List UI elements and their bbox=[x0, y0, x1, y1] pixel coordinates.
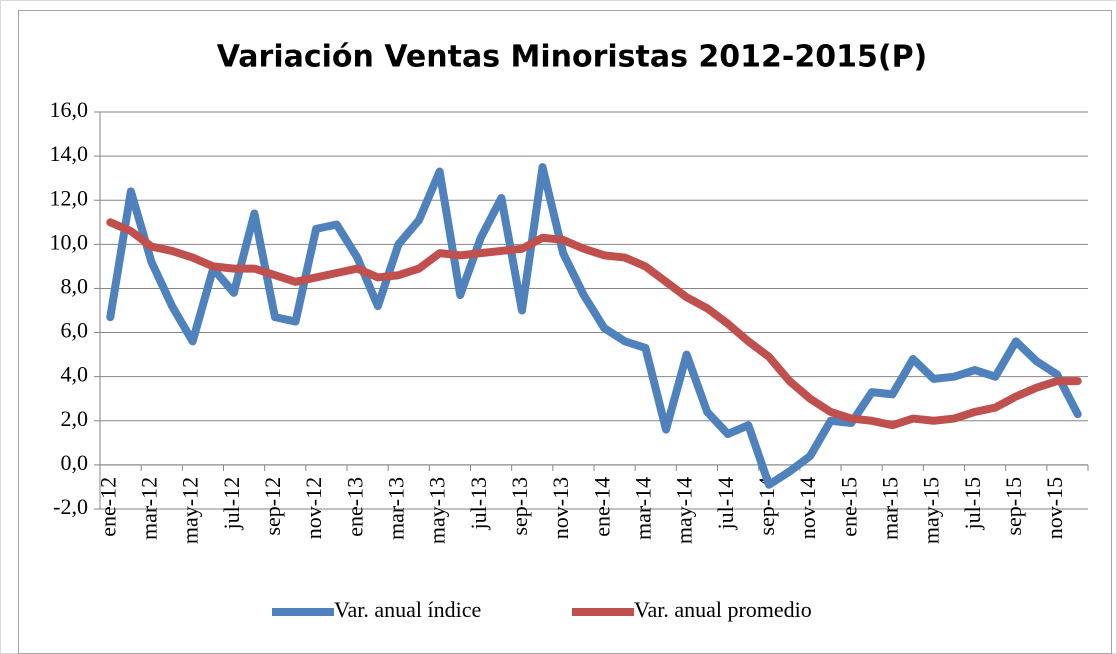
y-tick-label: 6,0 bbox=[61, 318, 89, 343]
legend-label: Var. anual promedio bbox=[634, 597, 812, 622]
x-tick-label: may-12 bbox=[178, 477, 203, 544]
x-tick-label: mar-13 bbox=[384, 477, 409, 540]
y-tick-label: 16,0 bbox=[50, 97, 89, 122]
x-tick-label: nov-13 bbox=[548, 477, 573, 539]
x-tick-label: jul-12 bbox=[219, 477, 244, 531]
y-tick-label: 4,0 bbox=[61, 362, 89, 387]
y-tick-label: 8,0 bbox=[61, 273, 89, 298]
legend-label: Var. anual índice bbox=[334, 597, 481, 622]
series-line bbox=[106, 163, 1082, 489]
x-tick-label: nov-14 bbox=[795, 477, 820, 539]
x-tick-label: jul-15 bbox=[960, 477, 985, 531]
y-tick-label: 2,0 bbox=[61, 406, 89, 431]
x-tick-label: sep-12 bbox=[260, 477, 285, 536]
x-tick-label: ene-14 bbox=[589, 477, 614, 537]
y-tick-label: 0,0 bbox=[61, 450, 89, 475]
x-tick-label: mar-14 bbox=[631, 477, 656, 540]
x-tick-label: mar-12 bbox=[137, 477, 162, 540]
y-tick-label: 12,0 bbox=[50, 185, 89, 210]
series-line bbox=[106, 218, 1082, 430]
x-tick-label: jul-13 bbox=[466, 477, 491, 531]
y-tick-label: 10,0 bbox=[50, 229, 89, 254]
x-tick-label: may-15 bbox=[919, 477, 944, 544]
x-tick-label: nov-15 bbox=[1042, 477, 1067, 539]
x-tick-label: jul-14 bbox=[713, 477, 738, 531]
x-tick-label: sep-13 bbox=[507, 477, 532, 536]
x-tick-label: may-14 bbox=[672, 477, 697, 544]
x-tick-label: ene-15 bbox=[836, 477, 861, 537]
x-tick-label: mar-15 bbox=[878, 477, 903, 540]
x-tick-label: ene-13 bbox=[342, 477, 367, 537]
y-tick-label: 14,0 bbox=[50, 141, 89, 166]
y-tick-label: -2,0 bbox=[53, 494, 88, 519]
x-tick-label: may-13 bbox=[425, 477, 450, 544]
x-tick-label: nov-12 bbox=[301, 477, 326, 539]
x-tick-label: ene-12 bbox=[95, 477, 120, 537]
x-tick-label: sep-15 bbox=[1001, 477, 1026, 536]
chart-title: Variación Ventas Minoristas 2012-2015(P) bbox=[217, 40, 928, 75]
